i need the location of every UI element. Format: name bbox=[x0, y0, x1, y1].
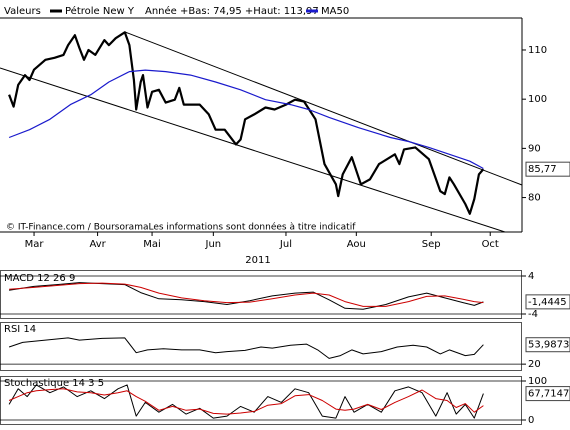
panel-frame bbox=[0, 322, 522, 371]
y-tick-label: 0 bbox=[528, 415, 534, 426]
legend-label: MA50 bbox=[321, 6, 349, 17]
source-note: © IT-Finance.com / BoursoramaLes informa… bbox=[6, 222, 356, 233]
panel-frame bbox=[0, 376, 522, 425]
x-tick-label: Aou bbox=[347, 239, 366, 250]
last-value-box bbox=[525, 386, 570, 402]
x-axis-label: 2011 bbox=[245, 255, 270, 266]
series-line bbox=[8, 69, 484, 170]
x-tick-label: Mar bbox=[25, 239, 45, 250]
x-tick-label: Jul bbox=[279, 239, 292, 250]
x-tick-label: Avr bbox=[89, 239, 106, 250]
series-line bbox=[8, 337, 484, 359]
panel-title: RSI 14 bbox=[4, 324, 36, 335]
x-tick-label: Mai bbox=[143, 239, 161, 250]
last-value-label: 67,7147 bbox=[528, 389, 569, 400]
series-line bbox=[8, 31, 485, 215]
legend-title: Valeurs bbox=[4, 6, 41, 17]
y-tick-label: 100 bbox=[528, 94, 547, 105]
x-tick-label: Jun bbox=[205, 239, 222, 250]
series-line bbox=[9, 282, 484, 307]
y-tick-label: 80 bbox=[528, 193, 541, 204]
last-value-label: 53,9873 bbox=[528, 340, 569, 351]
y-tick-label: 90 bbox=[528, 143, 541, 154]
annotation: Année +Bas: 74,95 +Haut: 113,97 bbox=[145, 5, 319, 17]
x-tick-label: Oct bbox=[482, 239, 499, 250]
y-tick-label: 20 bbox=[528, 359, 541, 370]
last-value-label: -1,4445 bbox=[528, 297, 567, 308]
y-tick-label: 100 bbox=[528, 376, 547, 387]
trend-line bbox=[124, 31, 523, 186]
last-value-box bbox=[525, 161, 570, 177]
last-value-box bbox=[525, 294, 570, 310]
series-line bbox=[8, 388, 484, 415]
last-value-box bbox=[525, 337, 570, 353]
legend-label: Pétrole New Y bbox=[65, 5, 135, 17]
panel-title: Stochastique 14 3 5 bbox=[4, 378, 104, 389]
series-line bbox=[8, 384, 484, 419]
panel-frame bbox=[0, 270, 522, 319]
y-tick-label: 4 bbox=[528, 271, 534, 282]
last-value-label: 85,77 bbox=[528, 164, 557, 175]
panel-title: MACD 12 26 9 bbox=[4, 273, 75, 284]
y-tick-label: -4 bbox=[528, 309, 538, 320]
x-tick-label: Sep bbox=[422, 239, 441, 250]
trend-line bbox=[0, 67, 506, 233]
y-tick-label: 110 bbox=[528, 45, 547, 56]
